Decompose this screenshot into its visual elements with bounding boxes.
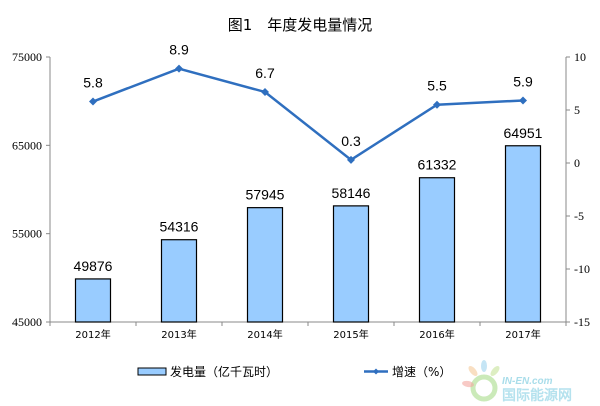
growth-data-label: 5.5 xyxy=(427,78,447,94)
bar xyxy=(504,145,542,323)
x-tick-label: 2015年 xyxy=(333,328,368,341)
right-tick-label: 0 xyxy=(574,156,580,170)
growth-point xyxy=(175,64,183,73)
left-tick-label: 55000 xyxy=(12,227,42,241)
growth-data-label: 6.7 xyxy=(255,65,275,81)
growth-line xyxy=(92,67,524,162)
x-tick-label: 2014年 xyxy=(247,328,282,341)
bar-data-label: 57945 xyxy=(246,187,285,203)
watermark-logo: IN-EN.com 国际能源网 xyxy=(462,360,572,404)
x-tick-label: 2012年 xyxy=(75,328,110,341)
growth-data-label: 0.3 xyxy=(341,133,361,149)
x-tick-label: 2017年 xyxy=(505,328,540,341)
legend-bar-swatch xyxy=(137,367,167,376)
growth-point xyxy=(519,96,527,105)
bar xyxy=(332,205,370,323)
left-tick-label: 75000 xyxy=(12,50,42,64)
right-tick-label: -5 xyxy=(574,209,584,223)
left-tick-label: 65000 xyxy=(12,138,42,152)
growth-point xyxy=(89,97,97,106)
right-tick-label: 5 xyxy=(574,103,580,117)
left-tick-label: 45000 xyxy=(12,315,42,329)
right-tick-label: 10 xyxy=(574,50,586,64)
chart-title: 图1 年度发电量情况 xyxy=(227,16,373,34)
growth-data-label: 5.8 xyxy=(83,75,103,91)
bar-data-label: 61332 xyxy=(418,157,457,173)
watermark-text-bottom: 国际能源网 xyxy=(502,387,572,404)
bar xyxy=(74,278,112,323)
growth-point xyxy=(261,87,269,96)
bar-data-label: 64951 xyxy=(504,125,543,141)
legend-line-label: 增速（%） xyxy=(392,365,451,379)
watermark-text-top: IN-EN.com xyxy=(502,376,553,387)
x-tick-label: 2016年 xyxy=(419,328,454,341)
growth-data-label: 5.9 xyxy=(513,73,533,89)
legend-line-marker xyxy=(373,368,379,375)
bar xyxy=(160,239,198,323)
bar xyxy=(246,207,284,323)
x-tick-label: 2013年 xyxy=(161,328,196,341)
bar-data-label: 54316 xyxy=(160,219,199,235)
growth-point xyxy=(433,100,441,109)
growth-data-label: 8.9 xyxy=(169,42,189,58)
growth-point xyxy=(347,155,355,164)
bar-data-label: 49876 xyxy=(74,258,113,274)
bar-data-label: 58146 xyxy=(332,185,371,201)
legend-bar-label: 发电量（亿千瓦时） xyxy=(170,364,278,379)
right-tick-label: -10 xyxy=(574,262,590,276)
bar xyxy=(418,177,456,323)
right-tick-label: -15 xyxy=(574,315,590,329)
